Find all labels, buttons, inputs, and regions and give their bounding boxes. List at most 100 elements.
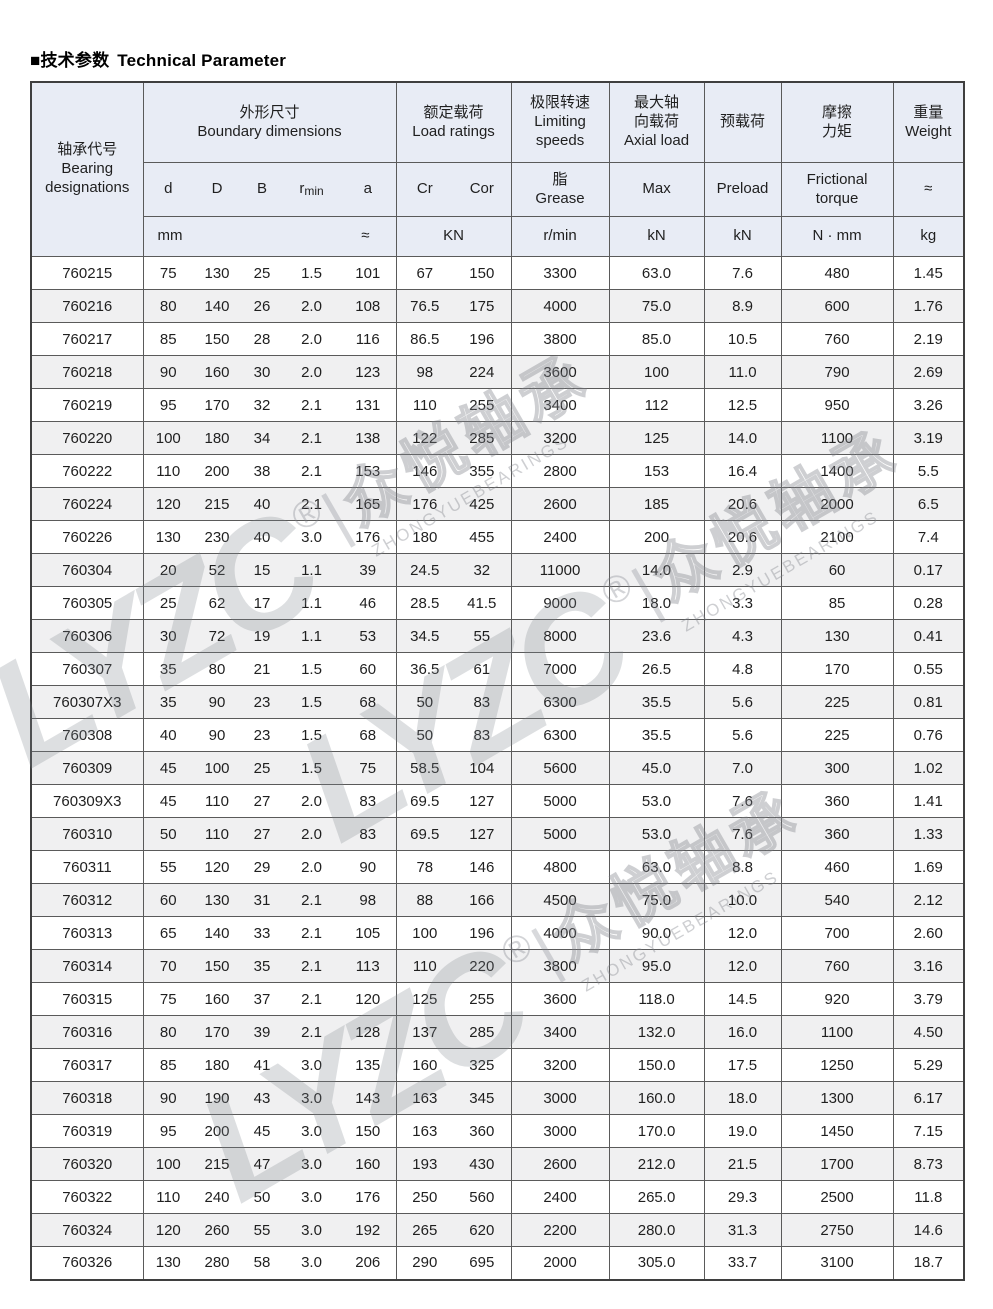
- cell-designation: 760224: [30, 487, 144, 521]
- cell-axial-max: 18.0: [608, 586, 705, 620]
- cell-D: 215: [193, 487, 241, 521]
- table-row: 760306 30 72 19 1.1 53 34.5 55 8000 23.6 4.3 130 0.4…: [30, 619, 965, 653]
- table-row: 760215 75 130 25 1.5 101 67 150 3300 63.0 7.6 480 1.…: [30, 256, 965, 290]
- cell-grease-speed: 5000: [510, 817, 610, 851]
- cell-preload: 4.3: [703, 619, 782, 653]
- cell-grease-speed: 5600: [510, 751, 610, 785]
- cell-preload: 16.0: [703, 1015, 782, 1049]
- cell-cor: 150: [453, 256, 512, 290]
- cell-axial-max: 132.0: [608, 1015, 705, 1049]
- cell-designation: 760309: [30, 751, 144, 785]
- cell-a: 83: [340, 784, 397, 818]
- cell-axial-max: 14.0: [608, 553, 705, 587]
- cell-designation: 760326: [30, 1246, 144, 1280]
- cell-cr: 176: [395, 487, 454, 521]
- header-limiting-en2: speeds: [535, 131, 585, 149]
- page-title-zh: ■技术参数: [30, 51, 110, 70]
- cell-preload: 31.3: [703, 1213, 782, 1247]
- cell-weight: 2.69: [892, 355, 965, 389]
- cell-weight: 2.19: [892, 322, 965, 356]
- cell-designation: 760215: [30, 256, 144, 290]
- cell-cr: 163: [395, 1081, 454, 1115]
- cell-designation: 760320: [30, 1147, 144, 1181]
- cell-rmin: 3.0: [283, 1114, 340, 1148]
- cell-B: 38: [241, 454, 283, 488]
- cell-d: 30: [142, 619, 193, 653]
- cell-cor: 325: [453, 1048, 512, 1082]
- cell-designation: 760218: [30, 355, 144, 389]
- cell-cr: 50: [395, 685, 454, 719]
- cell-cor: 166: [453, 883, 512, 917]
- cell-cr: 137: [395, 1015, 454, 1049]
- cell-a: 192: [340, 1213, 397, 1247]
- cell-rmin: 3.0: [283, 1213, 340, 1247]
- cell-torque: 760: [780, 949, 894, 983]
- cell-D: 190: [193, 1081, 241, 1115]
- header-limiting-en1: Limiting: [534, 113, 586, 131]
- cell-grease-speed: 5000: [510, 784, 610, 818]
- cell-preload: 8.8: [703, 850, 782, 884]
- cell-designation: 760217: [30, 322, 144, 356]
- cell-preload: 11.0: [703, 355, 782, 389]
- cell-axial-max: 75.0: [608, 289, 705, 323]
- cell-designation: 760318: [30, 1081, 144, 1115]
- unit-mm: mm ≈: [142, 216, 397, 257]
- header-bearing-designations: 轴承代号 Bearing designations: [30, 81, 144, 257]
- cell-torque: 225: [780, 718, 894, 752]
- cell-rmin: 3.0: [283, 1147, 340, 1181]
- cell-rmin: 2.0: [283, 289, 340, 323]
- cell-cr: 88: [395, 883, 454, 917]
- cell-d: 130: [142, 1246, 193, 1280]
- cell-D: 52: [193, 553, 241, 587]
- cell-weight: 6.17: [892, 1081, 965, 1115]
- cell-a: 75: [340, 751, 397, 785]
- cell-a: 116: [340, 322, 397, 356]
- cell-designation: 760216: [30, 289, 144, 323]
- cell-grease-speed: 6300: [510, 685, 610, 719]
- cell-d: 45: [142, 784, 193, 818]
- cell-preload: 18.0: [703, 1081, 782, 1115]
- cell-designation: 760312: [30, 883, 144, 917]
- cell-rmin: 2.1: [283, 487, 340, 521]
- cell-grease-speed: 3300: [510, 256, 610, 290]
- cell-B: 37: [241, 982, 283, 1016]
- cell-preload: 5.6: [703, 718, 782, 752]
- cell-cor: 146: [453, 850, 512, 884]
- table-row: 760307X3 35 90 23 1.5 68 50 83 6300 35.5 5.6 225 0.8…: [30, 685, 965, 719]
- cell-rmin: 1.1: [283, 619, 340, 653]
- header-col-B: B: [241, 162, 283, 217]
- cell-designation: 760319: [30, 1114, 144, 1148]
- cell-d: 110: [142, 1180, 193, 1214]
- header-weight: 重量 Weight: [892, 81, 965, 163]
- cell-torque: 1400: [780, 454, 894, 488]
- header-weight-zh: 重量: [913, 103, 944, 121]
- cell-weight: 3.79: [892, 982, 965, 1016]
- cell-grease-speed: 2600: [510, 487, 610, 521]
- cell-weight: 6.5: [892, 487, 965, 521]
- cell-torque: 3100: [780, 1246, 894, 1280]
- cell-preload: 14.5: [703, 982, 782, 1016]
- cell-a: 83: [340, 817, 397, 851]
- header-col-rmin: rmin: [283, 162, 340, 217]
- cell-weight: 3.16: [892, 949, 965, 983]
- cell-weight: 1.45: [892, 256, 965, 290]
- cell-cor: 255: [453, 982, 512, 1016]
- cell-preload: 29.3: [703, 1180, 782, 1214]
- header-col-d: d: [142, 162, 193, 217]
- cell-B: 39: [241, 1015, 283, 1049]
- cell-axial-max: 35.5: [608, 685, 705, 719]
- cell-B: 30: [241, 355, 283, 389]
- cell-weight: 1.41: [892, 784, 965, 818]
- table-row: 760315 75 160 37 2.1 120 125 255 3600 118.0 14.5 92…: [30, 982, 965, 1016]
- header-bearing-en1: Bearing: [61, 160, 114, 178]
- cell-a: 120: [340, 982, 397, 1016]
- table-row: 760217 85 150 28 2.0 116 86.5 196 3800 85.0 10.5 76…: [30, 322, 965, 356]
- cell-D: 180: [193, 421, 241, 455]
- header-weight-approx: ≈: [892, 162, 965, 217]
- cell-designation: 760311: [30, 850, 144, 884]
- cell-cr: 110: [395, 949, 454, 983]
- cell-torque: 460: [780, 850, 894, 884]
- cell-d: 90: [142, 1081, 193, 1115]
- header-col-cor: Cor: [453, 162, 512, 217]
- cell-a: 138: [340, 421, 397, 455]
